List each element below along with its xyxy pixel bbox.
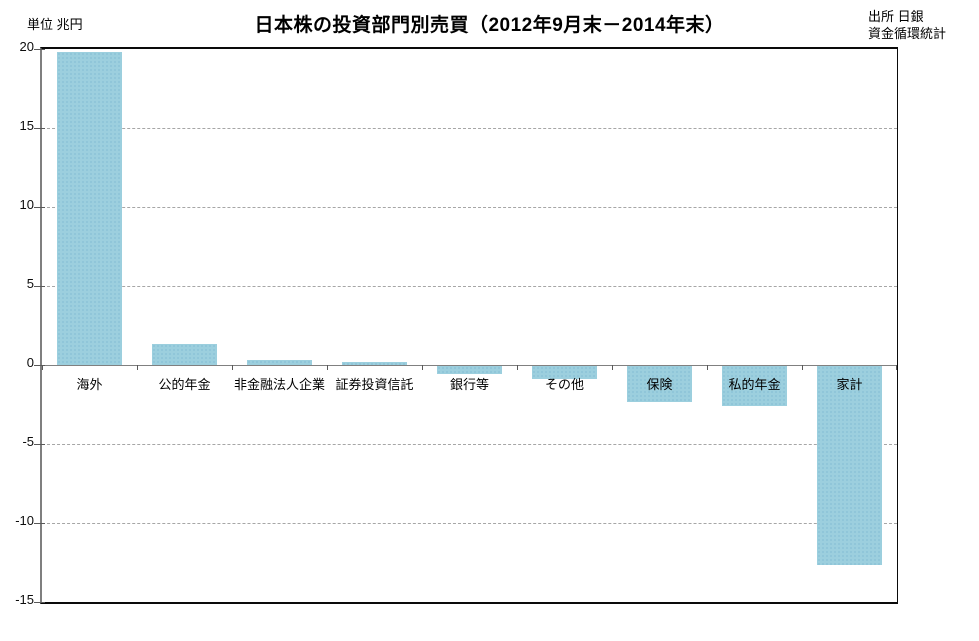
bar-家計 bbox=[817, 366, 882, 566]
y-axis-tick bbox=[34, 602, 45, 603]
y-axis-tick-label: 5 bbox=[26, 276, 34, 291]
y-axis-tick bbox=[34, 49, 45, 50]
y-axis-tick-label: 15 bbox=[19, 118, 34, 133]
category-label-銀行等: 銀行等 bbox=[449, 377, 489, 392]
y-axis-tick bbox=[34, 207, 45, 208]
category-label-その他: その他 bbox=[544, 377, 584, 392]
x-axis-boundary-tick bbox=[137, 365, 138, 370]
y-axis-tick-label: 20 bbox=[19, 39, 34, 54]
x-axis-boundary-tick bbox=[327, 365, 328, 370]
y-axis-tick bbox=[34, 286, 45, 287]
chart-title: 日本株の投資部門別売買（2012年9月末－2014年末） bbox=[254, 15, 725, 36]
gridline--10 bbox=[42, 523, 897, 524]
x-axis-boundary-tick bbox=[232, 365, 233, 370]
y-axis-tick bbox=[34, 128, 45, 129]
x-axis-boundary-tick bbox=[517, 365, 518, 370]
x-axis-boundary-tick bbox=[612, 365, 613, 370]
category-label-家計: 家計 bbox=[836, 377, 863, 392]
bar-保険 bbox=[627, 366, 692, 403]
source-note: 出所 日銀 資金循環統計 bbox=[868, 8, 946, 42]
gridline-15 bbox=[42, 128, 897, 129]
bar-証券投資信託 bbox=[342, 361, 407, 365]
bar-公的年金 bbox=[152, 344, 217, 365]
category-label-証券投資信託: 証券投資信託 bbox=[335, 377, 414, 392]
x-axis-boundary-tick bbox=[802, 365, 803, 370]
bar-海外 bbox=[57, 52, 122, 365]
plot-area: 海外 公的年金 非金融法人企業 証券投資信託 銀行等 その他 保険 私的年金 家計 bbox=[34, 47, 898, 604]
x-axis-line bbox=[42, 365, 897, 366]
y-axis-tick-label: -15 bbox=[15, 592, 34, 607]
bar-銀行等 bbox=[437, 366, 502, 374]
gridline-5 bbox=[42, 286, 897, 287]
category-label-非金融法人企業: 非金融法人企業 bbox=[233, 377, 325, 392]
bar-その他 bbox=[532, 366, 597, 379]
x-axis-boundary-tick bbox=[422, 365, 423, 370]
y-axis-tick bbox=[34, 365, 45, 366]
gridline--5 bbox=[42, 444, 897, 445]
y-axis-tick-label: 10 bbox=[19, 197, 34, 212]
category-label-公的年金: 公的年金 bbox=[158, 377, 211, 392]
x-axis-boundary-tick bbox=[42, 365, 43, 370]
gridline-10 bbox=[42, 207, 897, 208]
y-axis-tick bbox=[34, 523, 45, 524]
unit-label: 単位 兆円 bbox=[27, 17, 83, 32]
category-label-私的年金: 私的年金 bbox=[728, 377, 781, 392]
source-line-1: 出所 日銀 bbox=[868, 9, 924, 24]
x-axis-boundary-tick bbox=[896, 365, 897, 370]
category-label-海外: 海外 bbox=[76, 377, 103, 392]
bar-私的年金 bbox=[722, 366, 787, 406]
y-axis-tick-label: -10 bbox=[15, 513, 34, 528]
source-line-2: 資金循環統計 bbox=[868, 26, 947, 41]
x-axis-boundary-tick bbox=[707, 365, 708, 370]
category-label-保険: 保険 bbox=[646, 377, 673, 392]
y-axis-tick bbox=[34, 444, 45, 445]
y-axis-tick-label: 0 bbox=[26, 355, 34, 370]
bar-非金融法人企業 bbox=[247, 360, 312, 365]
y-axis-tick-label: -5 bbox=[22, 434, 34, 449]
